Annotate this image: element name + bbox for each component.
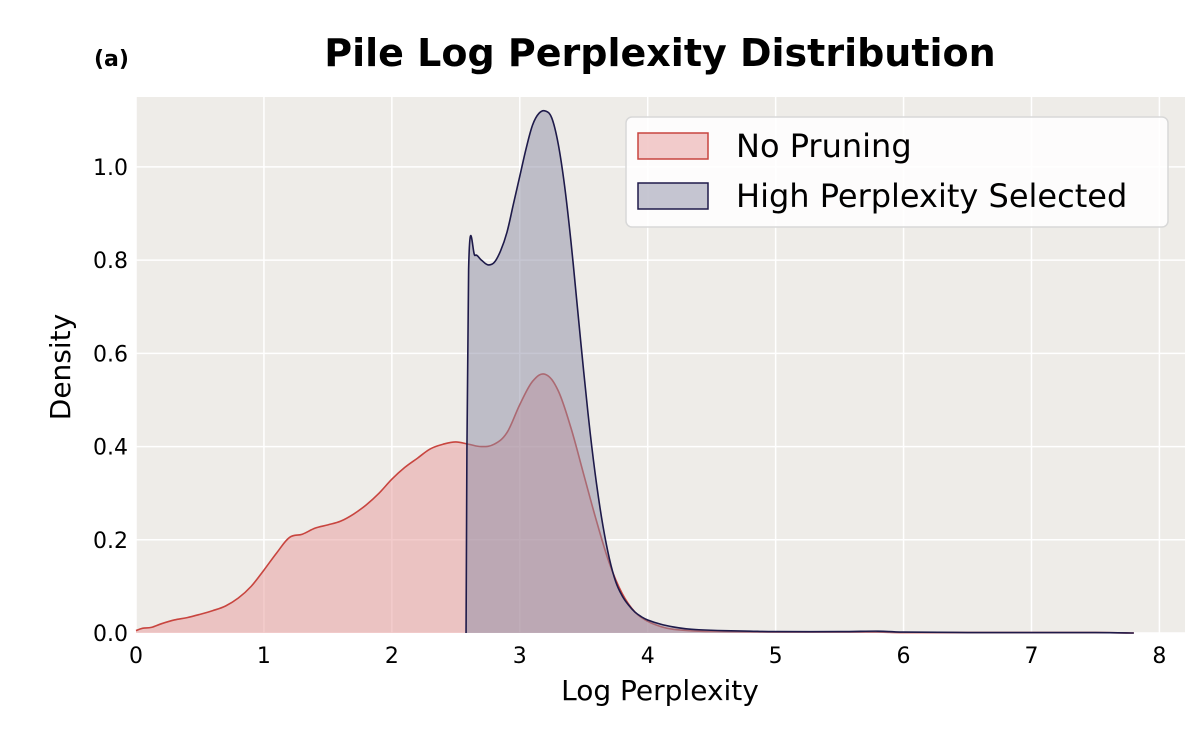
- y-axis-label: Density: [44, 314, 77, 420]
- legend-label-high-perplexity: High Perplexity Selected: [736, 177, 1127, 215]
- x-axis-ticks: 0 1 2 3 4 5 6 7 8: [129, 644, 1166, 669]
- x-tick-label: 2: [385, 644, 399, 669]
- x-tick-label: 0: [129, 644, 143, 669]
- x-tick-label: 4: [641, 644, 655, 669]
- legend-label-no-pruning: No Pruning: [736, 127, 912, 165]
- series-no-pruning-area: [136, 373, 1134, 633]
- x-tick-label: 3: [513, 644, 527, 669]
- series-high-perplexity-line: [465, 109, 1134, 634]
- x-tick-label: 1: [257, 644, 271, 669]
- x-tick-label: 7: [1024, 644, 1038, 669]
- y-tick-label: 0.6: [93, 342, 128, 367]
- y-tick-label: 0.4: [93, 436, 128, 461]
- y-tick-label: 1.0: [93, 156, 128, 181]
- legend: No Pruning High Perplexity Selected: [625, 116, 1169, 228]
- x-axis-label: Log Perplexity: [561, 674, 759, 707]
- y-tick-label: 0.2: [93, 529, 128, 554]
- y-tick-label: 0.8: [93, 249, 128, 274]
- y-axis-ticks: 0.0 0.2 0.4 0.6 0.8 1.0: [93, 156, 128, 647]
- legend-box: [625, 116, 1169, 228]
- x-tick-label: 5: [769, 644, 783, 669]
- chart-title: Pile Log Perplexity Distribution: [324, 31, 995, 75]
- series-high-perplexity-area: [466, 110, 1134, 634]
- x-tick-label: 8: [1152, 644, 1166, 669]
- y-tick-label: 0.0: [93, 622, 128, 647]
- series-areas: [135, 109, 1134, 634]
- legend-swatch-high-perplexity: [637, 182, 709, 210]
- legend-swatch-no-pruning: [637, 132, 709, 160]
- panel-label: (a): [94, 47, 129, 72]
- x-tick-label: 6: [897, 644, 911, 669]
